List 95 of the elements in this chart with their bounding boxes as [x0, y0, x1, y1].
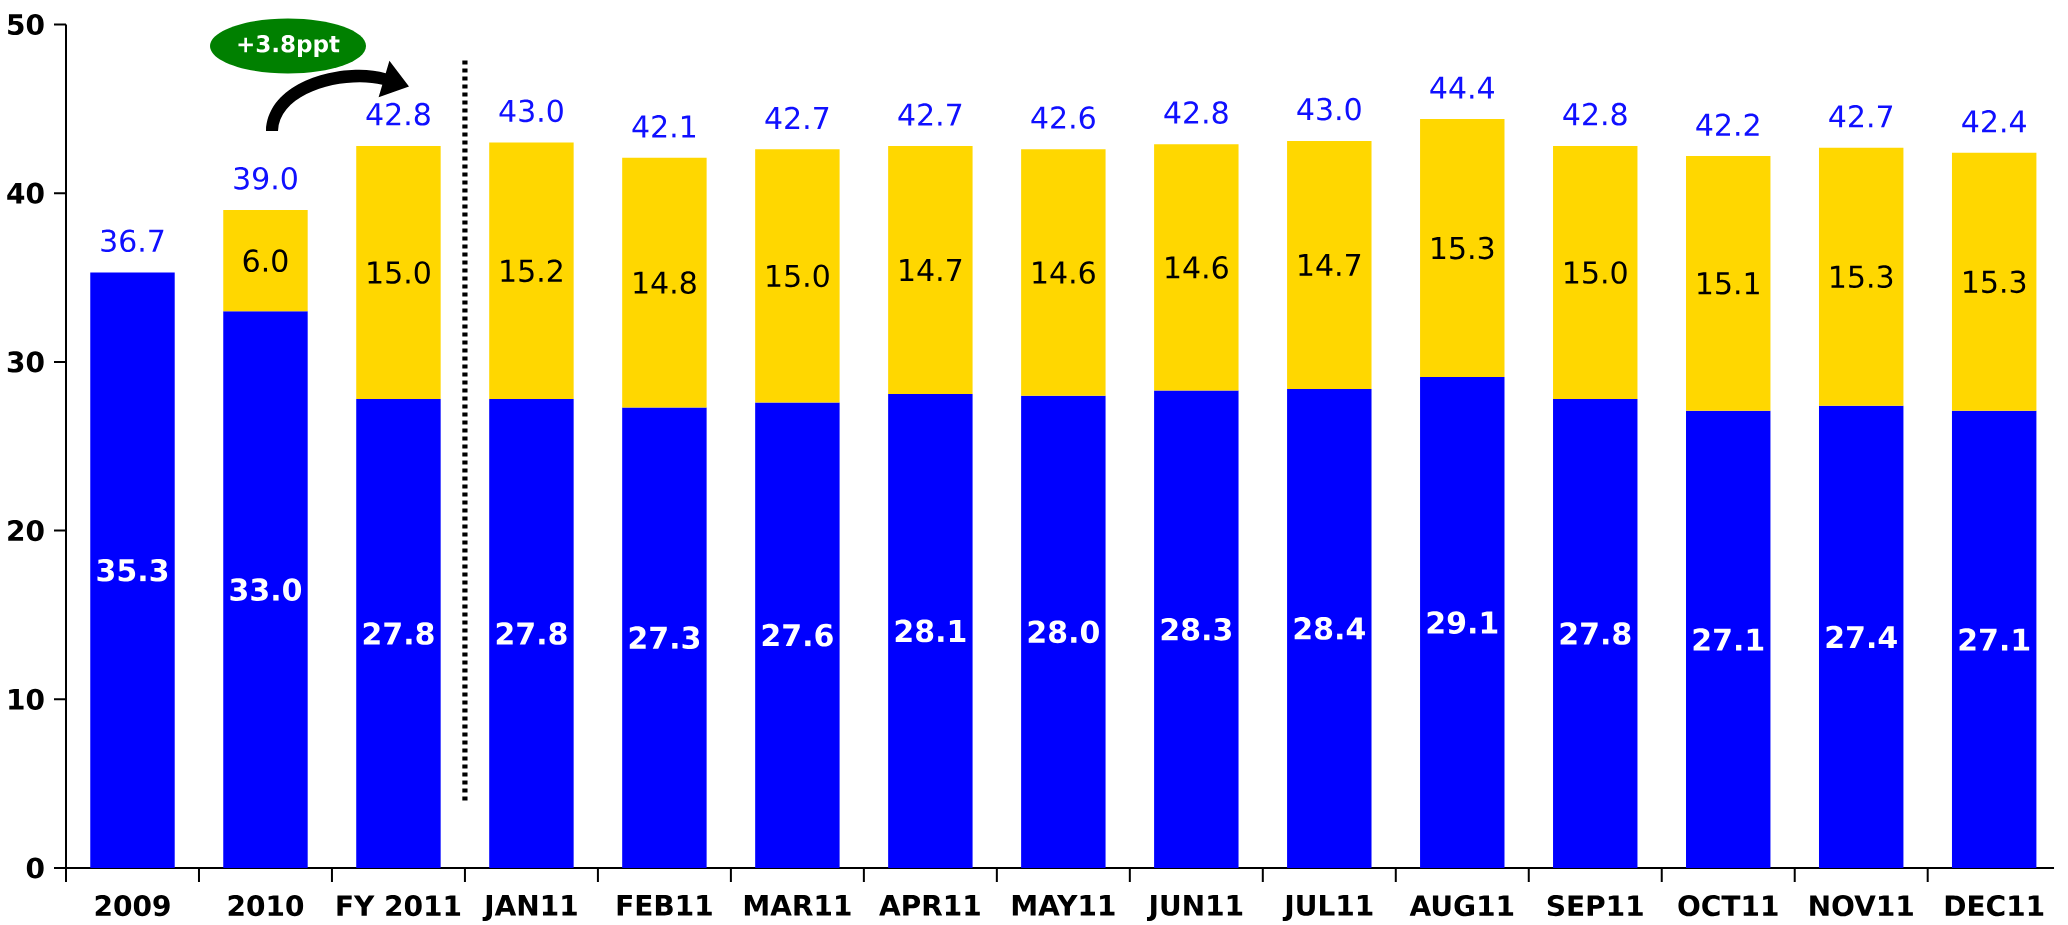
data-label: 15.3 [1964, 270, 2026, 294]
bar [1287, 140, 1372, 389]
data-label: 28.0 [1028, 620, 1099, 644]
data-label: 35.3 [97, 558, 168, 582]
y-tick-label: 40 [7, 182, 44, 204]
data-label: 14.8 [634, 271, 696, 294]
bar [1420, 377, 1505, 868]
total-label: 42.2 [1696, 113, 1759, 136]
data-label: 27.1 [1959, 628, 2030, 651]
x-tick-label: JUN11 [1146, 895, 1243, 922]
data-label: 15.1 [1698, 272, 1759, 295]
bar [1951, 152, 2037, 411]
y-tick-label: 20 [8, 520, 44, 542]
data-label: 15.0 [1565, 261, 1627, 284]
data-label: 27.8 [496, 622, 567, 645]
data-label: 27.3 [629, 626, 700, 650]
x-tick-label: MAR11 [744, 895, 851, 916]
data-label: 14.7 [1299, 253, 1361, 276]
bar [356, 145, 441, 400]
total-label: 42.8 [366, 102, 430, 126]
total-label: 42.7 [1829, 104, 1893, 128]
annotation: +3.8ppt [238, 35, 340, 57]
bar [1553, 145, 1638, 400]
x-tick-label: MAY11 [1012, 895, 1115, 916]
data-label: 27.1 [1693, 628, 1764, 651]
bar [1420, 118, 1505, 378]
bar [1553, 399, 1638, 868]
bar [1154, 390, 1239, 868]
y-tick-label: 0 [26, 857, 44, 879]
data-label: 15.0 [767, 264, 829, 288]
bar [755, 149, 840, 403]
bar [755, 402, 840, 868]
data-label: 15.3 [1831, 265, 1893, 289]
x-tick-label: APR11 [879, 895, 980, 916]
data-label: 14.7 [900, 259, 962, 281]
data-label: 29.1 [1427, 611, 1498, 634]
bar [90, 272, 175, 868]
total-label: 43.0 [499, 99, 563, 123]
data-label: 15.0 [368, 261, 430, 284]
total-label: 42.7 [765, 106, 829, 129]
x-tick-label: FY 2011 [337, 895, 461, 917]
x-tick-label: AUG11 [1409, 895, 1514, 917]
data-label: 6.0 [243, 249, 288, 273]
bar [888, 393, 973, 868]
total-label: 44.4 [1430, 76, 1494, 99]
x-tick-label: JAN11 [482, 895, 577, 922]
total-label: 42.8 [1563, 102, 1627, 126]
total-label: 42.7 [898, 103, 962, 126]
x-tick-label: NOV11 [1810, 895, 1913, 917]
y-tick-label: 30 [7, 351, 44, 373]
bar [489, 142, 574, 400]
y-tick-label: 50 [8, 13, 44, 36]
data-label: 28.4 [1294, 617, 1365, 640]
bar [622, 407, 707, 868]
bar [356, 399, 441, 868]
bar [1021, 395, 1106, 868]
annotation: 36.7 [101, 229, 164, 253]
bar [1951, 410, 2037, 868]
bar [1154, 144, 1239, 391]
data-label: 33.0 [230, 578, 302, 601]
bar [1686, 156, 1771, 411]
x-tick-label: SEP11 [1547, 895, 1643, 917]
x-tick-label: DEC11 [1945, 895, 2044, 917]
bar [223, 311, 308, 868]
y-tick-label: 10 [9, 688, 44, 710]
data-label: 27.8 [363, 622, 434, 645]
x-tick-label: 2009 [95, 895, 170, 917]
data-label: 14.6 [1033, 261, 1095, 284]
data-label: 15.2 [501, 259, 562, 283]
x-tick-label: FEB11 [617, 895, 712, 916]
bar [622, 157, 707, 408]
x-tick-label: JUL11 [1282, 895, 1373, 922]
total-label: 42.4 [1962, 110, 2026, 133]
bar [1021, 149, 1106, 396]
total-label: 42.1 [632, 115, 696, 138]
data-label: 27.4 [1826, 625, 1897, 649]
bar [223, 210, 308, 312]
data-label: 27.6 [762, 623, 833, 647]
total-label: 39.0 [234, 166, 297, 190]
data-label: 28.3 [1161, 617, 1231, 641]
x-tick-label: 2010 [228, 895, 304, 917]
data-label: 27.8 [1560, 622, 1631, 645]
total-label: 42.6 [1031, 106, 1095, 129]
bar [1686, 410, 1771, 868]
total-label: 43.0 [1297, 97, 1361, 121]
bar [489, 399, 574, 868]
total-label: 42.8 [1164, 101, 1228, 124]
bar [1818, 405, 1904, 868]
bar [1287, 388, 1372, 868]
bar [1818, 147, 1904, 406]
data-label: 14.6 [1166, 256, 1228, 279]
x-tick-label: OCT11 [1678, 895, 1778, 917]
bar [888, 145, 973, 394]
data-label: 15.3 [1432, 236, 1494, 260]
data-label: 28.1 [895, 619, 966, 643]
